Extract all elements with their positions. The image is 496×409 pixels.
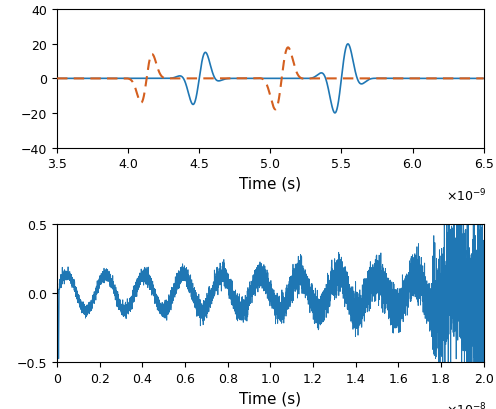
X-axis label: Time (s): Time (s)	[239, 176, 302, 191]
Text: $\times10^{-8}$: $\times10^{-8}$	[445, 401, 487, 409]
Text: $\times10^{-9}$: $\times10^{-9}$	[446, 187, 487, 204]
X-axis label: Time (s): Time (s)	[239, 390, 302, 405]
